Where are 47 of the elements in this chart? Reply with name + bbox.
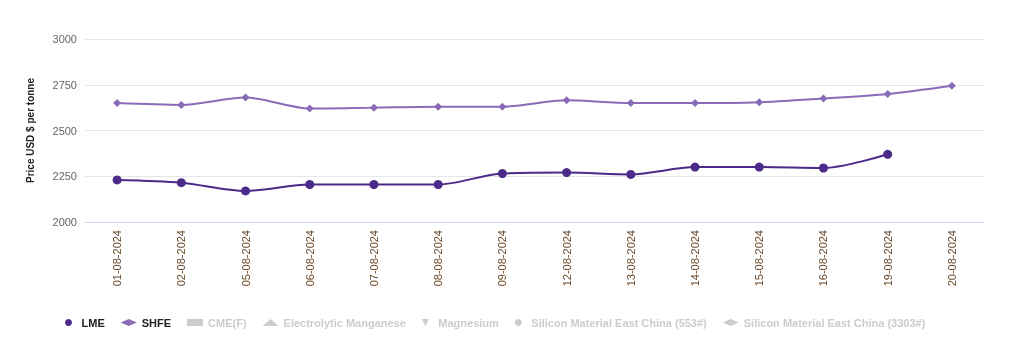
point — [241, 93, 250, 102]
point — [434, 102, 443, 111]
point — [562, 168, 572, 178]
point — [241, 186, 251, 196]
point — [177, 100, 186, 109]
y-tick-label: 2750 — [52, 78, 77, 91]
x-tick-label: 16-08-2024 — [817, 230, 830, 287]
point — [690, 162, 700, 172]
y-tick-label: 2500 — [52, 124, 77, 137]
point — [883, 89, 892, 98]
point — [498, 102, 507, 111]
x-tick-label: 19-08-2024 — [881, 230, 894, 287]
point — [369, 179, 379, 189]
y-tick-label: 3000 — [52, 33, 77, 45]
x-tick-label: 06-08-2024 — [303, 230, 316, 287]
y-tick-label: 2250 — [52, 170, 77, 183]
x-tick-label: 08-08-2024 — [432, 230, 445, 287]
point — [626, 169, 636, 179]
y-axis-title: Price USD $ per tonne — [24, 77, 36, 184]
x-tick-label: 07-08-2024 — [367, 230, 380, 287]
x-tick-label: 05-08-2024 — [239, 230, 252, 287]
point — [947, 81, 956, 90]
x-tick-label: 14-08-2024 — [689, 230, 702, 287]
point — [305, 179, 315, 189]
x-tick-label: 20-08-2024 — [945, 230, 958, 287]
point — [754, 162, 764, 172]
point — [818, 163, 828, 173]
point — [112, 175, 122, 185]
point — [369, 103, 378, 112]
point — [562, 96, 571, 105]
x-tick-label: 15-08-2024 — [753, 230, 766, 287]
x-tick-label: 01-08-2024 — [111, 230, 124, 287]
legend-label: SHFE — [141, 316, 172, 329]
x-tick-label: 12-08-2024 — [560, 230, 573, 287]
point — [113, 99, 122, 108]
point — [433, 179, 443, 189]
point — [883, 149, 893, 159]
point — [305, 104, 314, 113]
x-tick-label: 09-08-2024 — [496, 230, 509, 287]
point — [176, 178, 186, 188]
x-tick-label: 13-08-2024 — [624, 230, 637, 287]
point — [497, 169, 507, 178]
legend-label: LME — [81, 316, 105, 329]
y-tick-label: 2000 — [52, 216, 77, 228]
point — [755, 98, 764, 107]
x-tick-label: 02-08-2024 — [175, 230, 188, 287]
point — [819, 94, 828, 103]
